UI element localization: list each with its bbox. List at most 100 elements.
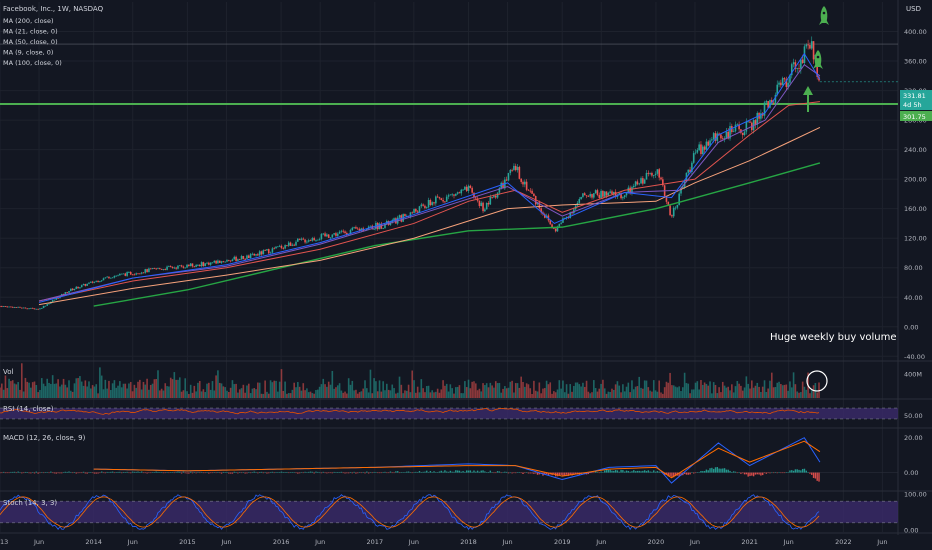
macd-histogram-bar [607, 469, 610, 473]
volume-bar [607, 391, 610, 398]
candle-body [643, 179, 646, 184]
volume-bar [376, 391, 379, 398]
macd-histogram-bar [685, 472, 688, 475]
candle-body [796, 68, 799, 69]
candle-body [11, 306, 14, 308]
macd-histogram-bar [656, 471, 659, 473]
candle-body [66, 292, 68, 293]
stoch-pane[interactable] [0, 494, 898, 531]
macd-histogram-bar [458, 470, 461, 473]
volume-bar [694, 382, 697, 398]
volume-bar [128, 383, 130, 398]
volume-bar [289, 393, 292, 398]
volume-bar [649, 390, 651, 398]
macd-pane[interactable] [0, 437, 898, 484]
candle-body [422, 204, 424, 206]
macd-histogram-bar [71, 472, 74, 474]
macd-histogram-bar [57, 472, 59, 474]
candle-body [302, 238, 305, 240]
volume-bar [235, 383, 237, 398]
price-pane[interactable] [0, 36, 898, 310]
volume-bar [215, 375, 217, 398]
volume-bar [269, 380, 272, 398]
time-axis[interactable]: 2013 Jun 2014 Jun 2015 Jun 2016 Jun 2017 Jun 2018 J… [0, 538, 887, 546]
candle-body [202, 262, 205, 267]
macd-histogram-bar [598, 472, 600, 474]
volume-bar [249, 393, 252, 398]
candle-body [429, 199, 432, 206]
volume-bar [676, 387, 679, 398]
volume-bar [364, 380, 366, 398]
candle-body [226, 260, 228, 262]
macd-histogram-bar [86, 472, 88, 474]
volume-bar [616, 381, 619, 398]
volume-bar [346, 393, 348, 398]
volume-bar [257, 382, 259, 398]
candle-body [71, 288, 74, 291]
macd-histogram-bar [4, 472, 7, 474]
volume-bar [287, 393, 290, 398]
volume-bar [316, 389, 319, 398]
candle-body [451, 194, 453, 196]
macd-histogram-bar [61, 472, 63, 474]
macd-histogram-bar [420, 472, 423, 473]
macd-histogram-bar [658, 471, 660, 473]
macd-histogram-bar [340, 471, 343, 473]
volume-bar [275, 380, 277, 398]
volume-bar [540, 393, 542, 398]
candle-body [395, 218, 397, 224]
candle-body [562, 218, 564, 223]
volume-bar [734, 386, 737, 398]
volume-bar [349, 384, 352, 398]
macd-histogram-bar [295, 472, 297, 474]
candle-body [257, 254, 259, 256]
candle-body [469, 185, 472, 188]
candle-body [120, 273, 123, 275]
macd-histogram-bar [418, 471, 421, 473]
macd-histogram-bar [253, 471, 255, 473]
volume-bar [0, 387, 1, 398]
macd-histogram-bar [171, 472, 174, 473]
candle-body [366, 228, 368, 231]
volume-bar [313, 393, 315, 398]
volume-bar [554, 392, 557, 398]
volume-bar [407, 384, 410, 398]
macd-histogram-bar [351, 472, 353, 474]
candle-body [687, 169, 690, 173]
volume-bar [801, 381, 804, 398]
volume-bar [42, 383, 45, 398]
macd-histogram-bar [162, 472, 165, 474]
volume-bar [266, 391, 268, 398]
candle-body [656, 169, 659, 174]
volume-bar [126, 388, 128, 398]
volume-bar [139, 379, 141, 398]
volume-bar [46, 378, 49, 398]
candle-body [433, 202, 435, 204]
macd-histogram-bar [344, 472, 346, 474]
macd-histogram-bar [614, 470, 617, 473]
volume-bar [117, 385, 119, 398]
macd-histogram-bar [155, 471, 157, 473]
volume-bar [182, 390, 185, 398]
macd-histogram-bar [228, 472, 230, 474]
candle-body [242, 256, 245, 259]
volume-bar [351, 380, 354, 398]
time-tick-label: 2019 [554, 538, 571, 546]
volume-bar [772, 387, 775, 398]
candle-body [70, 288, 72, 292]
macd-histogram-bar [660, 472, 662, 473]
volume-bar [780, 383, 782, 398]
rocket-icon [813, 50, 823, 69]
macd-histogram-bar [358, 472, 361, 473]
volume-bar [71, 391, 74, 398]
volume-bar [133, 384, 136, 398]
candle-body [177, 265, 179, 269]
candle-body [743, 131, 746, 136]
rsi-pane[interactable] [0, 407, 898, 420]
volume-bar [91, 385, 94, 398]
volume-bar [574, 382, 577, 398]
macd-histogram-bar [796, 469, 798, 473]
macd-histogram-bar [48, 472, 50, 474]
candle-body [75, 286, 78, 289]
